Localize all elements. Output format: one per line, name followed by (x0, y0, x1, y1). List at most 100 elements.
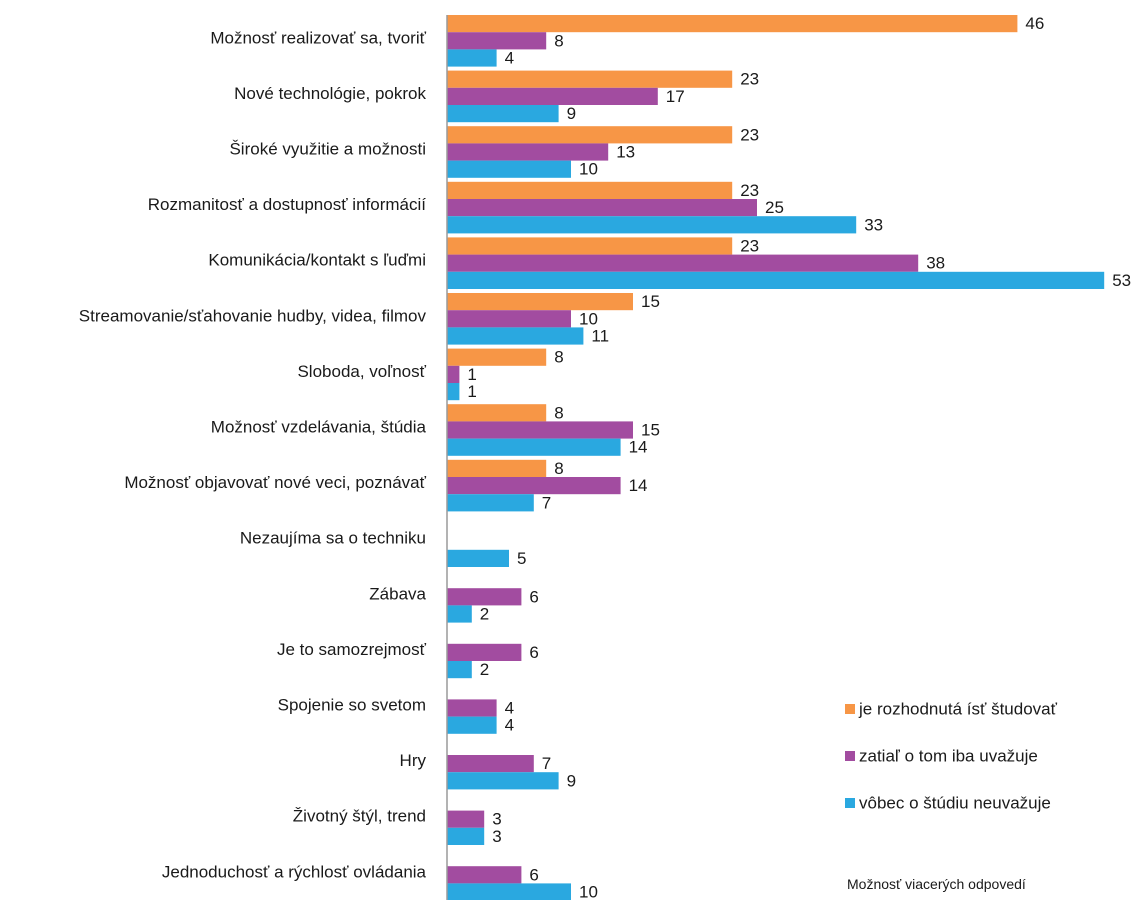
data-label: 8 (554, 403, 563, 422)
bar-series-2 (447, 866, 522, 884)
category-label: Hry (400, 751, 427, 770)
bar-series-3 (447, 160, 571, 178)
category-label: Rozmanitosť a dostupnosť informácií (148, 195, 427, 214)
category-label: Spojenie so svetom (278, 695, 426, 714)
data-label: 14 (629, 438, 648, 457)
data-label: 3 (492, 827, 501, 846)
data-label: 1 (467, 365, 476, 384)
bar-series-3 (447, 105, 559, 123)
data-label: 6 (529, 865, 538, 884)
data-label: 23 (740, 181, 759, 200)
data-label: 1 (467, 382, 476, 401)
category-label: Zábava (369, 584, 426, 603)
data-label: 53 (1112, 271, 1131, 290)
data-label: 6 (529, 587, 538, 606)
bar-series-2 (447, 32, 547, 50)
data-label: 4 (505, 716, 514, 735)
data-label: 3 (492, 810, 501, 829)
data-label: 14 (629, 476, 648, 495)
category-label: Streamovanie/sťahovanie hudby, videa, fi… (79, 306, 427, 325)
data-label: 2 (480, 604, 489, 623)
bar-series-2 (447, 477, 621, 495)
legend-swatch (845, 798, 855, 808)
data-label: 23 (740, 125, 759, 144)
bar-series-1 (447, 348, 547, 366)
category-label: Komunikácia/kontakt s ľuďmi (208, 251, 426, 270)
data-label: 23 (740, 70, 759, 89)
data-label: 10 (579, 309, 598, 328)
data-label: 10 (579, 160, 598, 179)
legend-label: zatiaľ o tom iba uvažuje (859, 746, 1038, 765)
data-label: 13 (616, 142, 635, 161)
category-label: Široké využitie a možnosti (229, 139, 426, 158)
bar-series-2 (447, 421, 633, 439)
category-label: Je to samozrejmosť (277, 640, 427, 659)
bar-series-3 (447, 216, 857, 234)
data-label: 6 (529, 643, 538, 662)
bar-series-1 (447, 404, 547, 422)
bar-series-3 (447, 494, 534, 512)
data-label: 23 (740, 236, 759, 255)
bar-series-3 (447, 883, 571, 900)
bar-series-3 (447, 327, 584, 345)
category-label: Nové technológie, pokrok (234, 84, 426, 103)
bar-series-2 (447, 310, 571, 328)
data-label: 25 (765, 198, 784, 217)
bar-series-3 (447, 383, 460, 401)
data-label: 46 (1025, 14, 1044, 33)
bar-series-2 (447, 199, 757, 217)
bar-series-3 (447, 49, 497, 67)
legend-swatch (845, 704, 855, 714)
data-label: 8 (554, 459, 563, 478)
data-label: 17 (666, 87, 685, 106)
data-label: 4 (505, 698, 514, 717)
bar-series-1 (447, 459, 547, 477)
data-label: 38 (926, 254, 945, 273)
legend-swatch (845, 751, 855, 761)
data-label: 7 (542, 493, 551, 512)
data-label: 7 (542, 754, 551, 773)
data-label: 15 (641, 292, 660, 311)
bar-series-1 (447, 181, 733, 199)
bar-series-3 (447, 605, 472, 623)
data-label: 11 (591, 326, 609, 345)
bar-series-2 (447, 699, 497, 717)
legend: je rozhodnutá ísť študovať zatiaľ o tom i… (845, 699, 1058, 812)
data-label: 8 (554, 348, 563, 367)
bar-series-1 (447, 15, 1018, 33)
category-label: Sloboda, voľnosť (297, 362, 426, 381)
bars-layer (447, 15, 1105, 900)
bar-series-2 (447, 254, 919, 272)
bar-series-1 (447, 293, 633, 311)
bar-series-3 (447, 827, 485, 845)
category-label: Možnosť objavovať nové veci, poznávať (124, 473, 426, 492)
bar-series-3 (447, 271, 1105, 289)
bar-series-2 (447, 643, 522, 661)
bar-series-2 (447, 810, 485, 828)
data-label: 9 (567, 771, 576, 790)
bar-series-2 (447, 143, 609, 161)
bar-series-3 (447, 438, 621, 456)
bar-series-2 (447, 87, 658, 105)
legend-label: vôbec o štúdiu neuvažuje (859, 793, 1051, 812)
category-label: Možnosť vzdelávania, štúdia (211, 417, 427, 436)
bar-series-1 (447, 237, 733, 255)
bar-series-3 (447, 661, 472, 679)
bar-series-3 (447, 772, 559, 790)
data-label: 4 (505, 48, 514, 67)
bar-series-1 (447, 126, 733, 144)
chart-note: Možnosť viacerých odpovedí (847, 876, 1026, 892)
bar-series-3 (447, 716, 497, 734)
bar-series-2 (447, 755, 534, 773)
category-label: Jednoduchosť a rýchlosť ovládania (162, 862, 427, 881)
data-label: 5 (517, 549, 526, 568)
legend-label: je rozhodnutá ísť študovať (858, 699, 1058, 718)
bar-series-2 (447, 588, 522, 606)
category-label: Nezaujíma sa o techniku (240, 529, 426, 548)
bar-series-2 (447, 365, 460, 383)
data-label: 15 (641, 420, 660, 439)
data-label: 10 (579, 882, 598, 900)
